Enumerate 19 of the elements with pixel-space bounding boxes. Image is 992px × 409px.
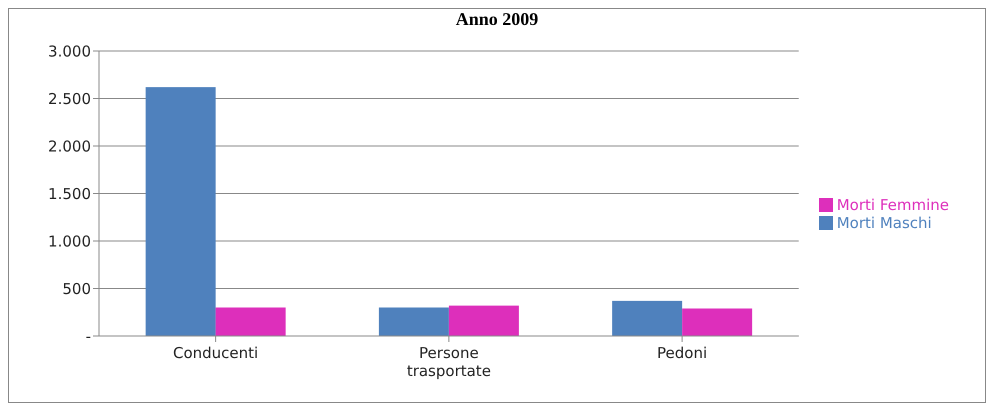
y-tick-label: 500 [62, 280, 91, 298]
bar [216, 308, 286, 336]
y-tick-label: 2.500 [48, 90, 91, 108]
x-tick-label: Persone trasportate [406, 344, 491, 380]
bar [146, 87, 216, 336]
y-tick-label: 1.500 [48, 184, 91, 203]
y-tick-label: - [86, 327, 91, 346]
chart-title: Anno 2009 [454, 9, 540, 31]
bar [682, 308, 752, 336]
legend-label: Morti Maschi [836, 214, 932, 232]
x-tick-label: Conducenti [173, 344, 258, 362]
bar [378, 308, 449, 336]
y-tick-label: 2.000 [48, 137, 91, 156]
bar [612, 300, 682, 336]
x-tick-label: Pedoni [657, 344, 708, 362]
y-tick-label: 1.000 [48, 232, 91, 250]
y-tick-label: 3.000 [48, 42, 91, 60]
legend-label: Morti Femmine [836, 196, 949, 214]
bar [448, 306, 519, 336]
